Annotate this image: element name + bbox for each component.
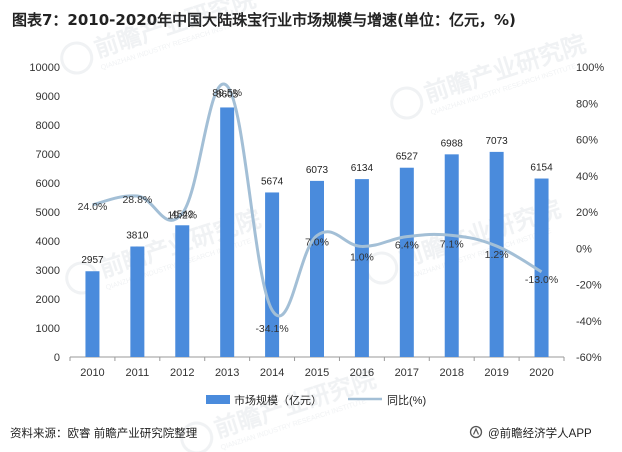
line-value-label: 28.8% — [122, 194, 152, 206]
x-tick-label: 2015 — [305, 367, 329, 379]
y-left-tick-label: 4000 — [36, 236, 60, 248]
bar — [175, 225, 190, 357]
line-value-label: 89.5% — [212, 87, 242, 99]
y-right-tick-label: 100% — [576, 62, 604, 74]
bar-value-label: 6988 — [441, 138, 464, 149]
legend-bar-label: 市场规模（亿元） — [234, 393, 322, 407]
y-left-tick-label: 5000 — [36, 207, 60, 219]
y-right-tick-label: 40% — [576, 171, 598, 183]
brand-text: @前瞻经济学人APP — [488, 426, 592, 440]
legend: 市场规模（亿元） 同比(%) — [206, 393, 426, 407]
bars-group — [85, 107, 549, 357]
y-right-tick-label: 60% — [576, 135, 598, 147]
y-left-tick-label: 6000 — [36, 178, 60, 190]
line-value-label: 7.1% — [440, 238, 464, 250]
y-right-tick-label: 80% — [576, 98, 598, 110]
watermark-logo-icon — [60, 41, 94, 75]
line-value-label: 24.0% — [78, 201, 108, 213]
brand-logo-mark-icon — [472, 427, 480, 435]
chart-title: 图表7：2010-2020年中国大陆珠宝行业市场规模与增速(单位：亿元，%) — [12, 11, 516, 29]
bar-value-label: 6154 — [530, 163, 553, 174]
source-note: 资料来源：欧睿 前瞻产业研究院整理 — [10, 426, 198, 440]
bar — [534, 178, 549, 357]
watermark-text: 前瞻产业研究院 — [91, 0, 259, 63]
bar-value-label: 2957 — [81, 255, 104, 266]
x-tick-label: 2020 — [529, 367, 553, 379]
y-left-tick-label: 0 — [54, 352, 60, 364]
x-tick-label: 2011 — [126, 367, 150, 379]
bar — [310, 180, 324, 357]
x-tick-label: 2010 — [80, 367, 104, 379]
bar-value-label: 4542 — [171, 209, 194, 220]
bar-value-label: 6073 — [306, 165, 329, 176]
x-tick-label: 2016 — [350, 367, 374, 379]
bar-value-label: 8605 — [216, 89, 239, 100]
bar-value-label: 6134 — [351, 163, 374, 174]
y-right-tick-label: -60% — [576, 352, 602, 364]
bar — [354, 179, 369, 357]
bar-value-label: 6527 — [396, 152, 419, 163]
line-value-label: 6.4% — [395, 240, 419, 252]
bar — [220, 107, 235, 357]
bar — [85, 271, 100, 357]
x-tick-label: 2014 — [260, 367, 284, 379]
x-tick-label: 2019 — [484, 367, 508, 379]
y-right-tick-label: -20% — [576, 280, 602, 292]
x-tick-label: 2018 — [439, 367, 463, 379]
y-right-tick-label: 20% — [576, 207, 598, 219]
y-right-tick-label: -40% — [576, 316, 602, 328]
y-left-tick-label: 7000 — [36, 149, 60, 161]
watermark-logo-icon — [390, 86, 424, 120]
line-group — [92, 82, 543, 318]
x-tick-label: 2013 — [215, 367, 239, 379]
y-left-tick-label: 3000 — [36, 265, 60, 277]
growth-line — [92, 82, 543, 318]
brand-logo-icon — [469, 425, 483, 439]
x-tick-label: 2017 — [395, 367, 419, 379]
y-left-tick-label: 9000 — [36, 91, 60, 103]
line-value-label: 1.2% — [485, 249, 509, 261]
line-value-label: -13.0% — [525, 274, 558, 286]
line-value-label: 19.2% — [167, 209, 197, 221]
y-left-tick-label: 1000 — [36, 323, 60, 335]
bar-value-label: 3810 — [126, 231, 149, 242]
bar-value-label: 5674 — [261, 176, 284, 187]
labels-group: 2957 3810 4542 8605 5674 6073 6134 6527 6988 7073… — [78, 87, 559, 335]
line-value-label: -34.1% — [255, 323, 288, 335]
legend-bar-swatch — [206, 395, 230, 404]
line-value-label: 7.0% — [305, 237, 329, 249]
axes-group: 0 1000 2000 3000 4000 5000 6000 7000 8000 9000 100… — [29, 62, 604, 379]
y-right-tick-label: 0% — [576, 243, 592, 255]
bar — [444, 154, 459, 357]
x-tick-label: 2012 — [170, 367, 194, 379]
bar-value-label: 7073 — [486, 136, 509, 147]
y-left-tick-label: 2000 — [36, 294, 60, 306]
legend-line-label: 同比(%) — [387, 394, 426, 407]
y-left-tick-label: 8000 — [36, 120, 60, 132]
brand-mark — [469, 425, 483, 439]
bar — [130, 246, 145, 357]
bar — [489, 151, 504, 357]
watermark-logo-icon — [180, 421, 214, 452]
bar — [399, 167, 414, 357]
line-value-label: 1.0% — [350, 251, 374, 263]
y-left-tick-label: 10000 — [29, 62, 60, 74]
